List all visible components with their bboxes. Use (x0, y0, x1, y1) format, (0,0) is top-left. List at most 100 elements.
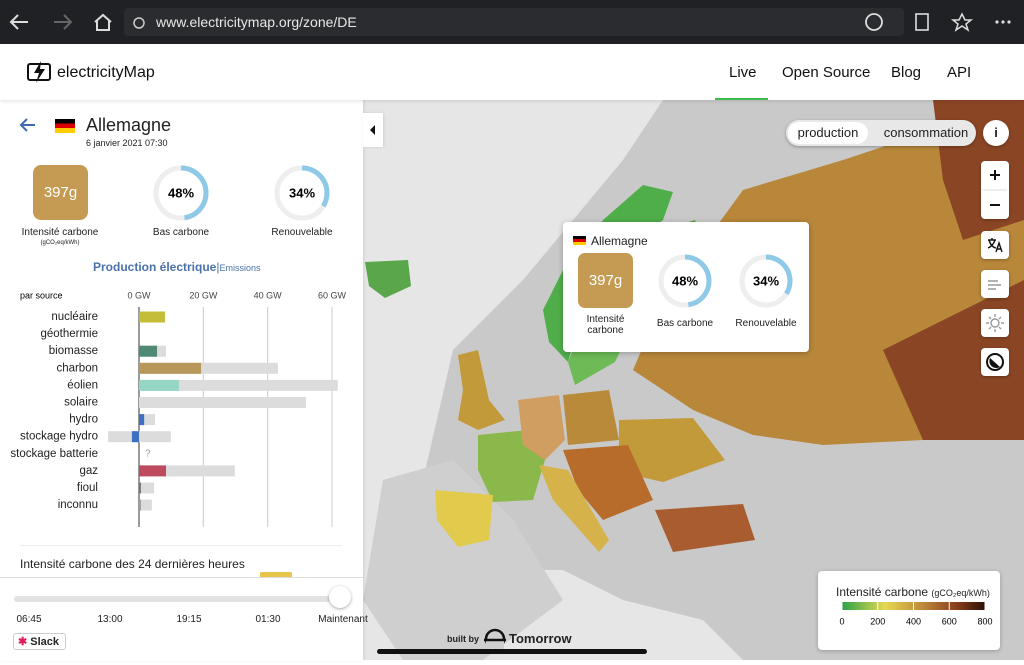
toggle-option[interactable]: production (788, 122, 868, 144)
language-button[interactable] (981, 231, 1009, 259)
map-legend: Intensité carbone (gCO₂eq/kWh) 0 200 400 60… (818, 571, 1000, 650)
tooltip-low-carbon-title: Bas carbone (656, 318, 714, 329)
tabs: Production électrique|Emissions (93, 260, 261, 274)
tab-emissions[interactable]: Emissions (219, 263, 261, 273)
tab-separator: | (216, 260, 220, 274)
share-icon[interactable] (915, 13, 929, 31)
url-text: www.electricitymap.org/zone/DE (156, 14, 357, 30)
category-label: stockage batterie (10, 448, 98, 460)
timeline-label: 06:45 (16, 614, 42, 625)
theme-button[interactable] (981, 348, 1009, 376)
intensity-unit-label: (gCO₂eq/kWh) (40, 240, 80, 246)
tab-active[interactable]: Production électrique (93, 260, 217, 274)
gauge-label: 34% (289, 185, 315, 200)
region (619, 418, 725, 482)
legend-tick-label: 600 (942, 616, 957, 626)
more-icon[interactable] (995, 20, 1011, 24)
category-label: biomasse (49, 345, 98, 357)
tooltip-renewable-title: Renouvelable (735, 318, 797, 329)
x-tick-label: 20 GW (189, 290, 218, 300)
theme-icon (986, 353, 1004, 371)
browser-nav-icons (9, 13, 112, 31)
tooltip-low-carbon-gauge: 48% (658, 254, 712, 308)
sun-icon (986, 314, 1004, 332)
capacity-bar (108, 431, 171, 443)
brand[interactable]: electricityMap (57, 64, 155, 81)
production-chart: par source 0 GW 20 GW 40 GW 60 GW nucléaire g… (10, 290, 347, 527)
region (655, 504, 755, 552)
toggle-option[interactable]: consommation (883, 125, 969, 140)
gauge-arc (658, 254, 712, 308)
zone-tooltip: Allemagne 397g Intensité carbone 48% Bas… (563, 222, 809, 352)
credit-prefix: built by (447, 634, 479, 644)
production-bar (139, 499, 141, 511)
gauge-arc (153, 165, 209, 221)
renewable-title: Renouvelable (271, 227, 333, 238)
info-button[interactable]: i (983, 120, 1009, 146)
zoom-in[interactable] (990, 170, 1000, 180)
category-label: gaz (79, 465, 98, 477)
collapse-button[interactable] (363, 113, 383, 147)
capacity-bar (139, 379, 338, 391)
divider (20, 545, 342, 546)
nav-link[interactable]: Blog (891, 64, 922, 81)
legend-tick-label: 400 (906, 616, 921, 626)
gauge-label: 34% (753, 273, 779, 288)
language-icon (987, 238, 1003, 253)
category-label: solaire (64, 397, 98, 409)
slack-button[interactable]: ✱ Slack (13, 633, 67, 650)
map[interactable]: production consommation i Allemagne 397g… (363, 100, 1024, 660)
reload-icon[interactable] (865, 13, 883, 31)
intensity-box: 397g (33, 165, 88, 220)
region (458, 350, 505, 430)
region (365, 260, 411, 298)
production-bar (139, 482, 141, 494)
forward-icon (54, 14, 73, 30)
capacity-bar (139, 465, 235, 477)
gauge-arc (274, 165, 330, 221)
credit-name[interactable]: Tomorrow (509, 631, 572, 646)
url-bar[interactable]: www.electricitymap.org/zone/DE (124, 8, 904, 36)
wind-button[interactable] (981, 270, 1009, 298)
home-icon[interactable] (94, 13, 112, 31)
flag (573, 236, 586, 245)
category-label: fioul (77, 482, 98, 494)
intensity-title: Intensité carbone (21, 227, 99, 238)
back-icon[interactable] (9, 14, 28, 30)
region (563, 445, 653, 520)
category-label: hydro (69, 414, 98, 426)
zoom-controls (981, 161, 1009, 219)
timeline-label: 01:30 (255, 614, 281, 625)
intensity-unit: g (68, 184, 78, 201)
nav-link[interactable]: Live (729, 64, 757, 81)
back-button[interactable] (18, 117, 38, 133)
zone-date: 6 janvier 2021 07:30 (86, 138, 168, 148)
region (563, 390, 619, 445)
nav-link[interactable]: Open Source (782, 64, 871, 81)
legend-tick-label: 200 (870, 616, 885, 626)
slider-thumb[interactable] (329, 586, 351, 608)
slack-icon: ✱ (18, 636, 28, 648)
region (539, 465, 609, 552)
zoom-icons (983, 170, 1007, 206)
capacity-bar (139, 482, 155, 494)
x-tick-label: 0 GW (127, 290, 151, 300)
nav-link[interactable]: API (947, 64, 972, 81)
site-nav: electricityMap Live Open Source Blog API (0, 44, 1024, 100)
zone-name: Allemagne (86, 115, 172, 135)
favorites-icon[interactable] (950, 12, 974, 32)
legend-scale: 0 200 400 600 800 (839, 602, 993, 626)
slider-track (14, 596, 342, 602)
x-tick-label: 60 GW (318, 290, 347, 300)
production-consumption-toggle: production consommation (786, 120, 976, 146)
production-bar (139, 345, 158, 357)
home-indicator (377, 649, 647, 654)
wind-icon (988, 280, 1001, 290)
gauge-label: 48% (672, 273, 698, 288)
gauge-label: 48% (168, 185, 194, 200)
legend-title-text: Intensité carbone (836, 585, 929, 599)
solar-button[interactable] (981, 309, 1009, 337)
tooltip-intensity-title: Intensité carbone (586, 314, 625, 336)
renewable-gauge: 34% (274, 165, 330, 221)
